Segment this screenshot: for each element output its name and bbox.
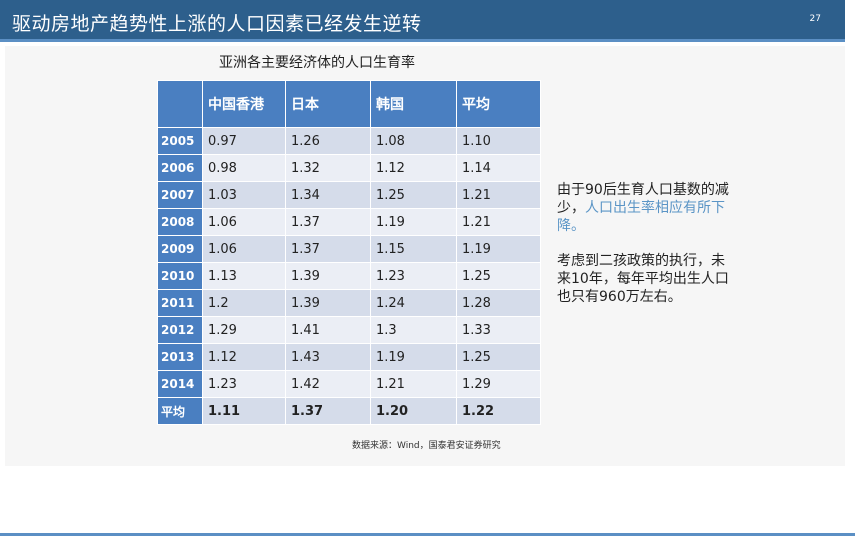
commentary-highlight: 人口出生率相应有所下降。 bbox=[557, 200, 725, 234]
year-cell: 2006 bbox=[157, 154, 203, 182]
value-cell: 1.37 bbox=[285, 208, 371, 236]
year-cell: 2014 bbox=[157, 370, 203, 398]
value-cell: 1.06 bbox=[202, 235, 286, 263]
year-cell: 2010 bbox=[157, 262, 203, 290]
column-header: 平均 bbox=[456, 80, 541, 128]
value-cell: 1.39 bbox=[285, 289, 371, 317]
year-cell: 2008 bbox=[157, 208, 203, 236]
header-corner-cell bbox=[157, 80, 203, 128]
table-row: 2009 1.06 1.37 1.15 1.19 bbox=[157, 235, 541, 263]
value-cell: 1.21 bbox=[370, 370, 457, 398]
value-cell: 1.21 bbox=[456, 181, 541, 209]
value-cell: 1.19 bbox=[370, 208, 457, 236]
value-cell: 1.33 bbox=[456, 316, 541, 344]
source-note: 数据来源：Wind，国泰君安证券研究 bbox=[352, 441, 501, 451]
year-cell: 2012 bbox=[157, 316, 203, 344]
average-label-cell: 平均 bbox=[157, 397, 203, 425]
value-cell: 1.25 bbox=[370, 181, 457, 209]
page-number: 27 bbox=[809, 14, 821, 24]
title-bar: 驱动房地产趋势性上涨的人口因素已经发生逆转 27 bbox=[0, 0, 845, 42]
value-cell: 1.12 bbox=[370, 154, 457, 182]
value-cell: 0.97 bbox=[202, 127, 286, 155]
column-header: 日本 bbox=[285, 80, 371, 128]
value-cell: 1.26 bbox=[285, 127, 371, 155]
year-cell: 2009 bbox=[157, 235, 203, 263]
value-cell: 1.41 bbox=[285, 316, 371, 344]
value-cell: 1.10 bbox=[456, 127, 541, 155]
footer-divider bbox=[0, 533, 855, 536]
value-cell: 1.39 bbox=[285, 262, 371, 290]
value-cell: 1.43 bbox=[285, 343, 371, 371]
value-cell: 1.23 bbox=[370, 262, 457, 290]
table-row: 2012 1.29 1.41 1.3 1.33 bbox=[157, 316, 541, 344]
table-title: 亚洲各主要经济体的人口生育率 bbox=[219, 55, 415, 71]
fertility-table: 中国香港 日本 韩国 平均 2005 0.97 1.26 1.08 1.10 2006 0.… bbox=[157, 80, 541, 425]
column-header: 韩国 bbox=[370, 80, 457, 128]
commentary-paragraph: 由于90后生育人口基数的减少，人口出生率相应有所下降。 bbox=[557, 181, 737, 235]
table-row: 2011 1.2 1.39 1.24 1.28 bbox=[157, 289, 541, 317]
value-cell: 1.13 bbox=[202, 262, 286, 290]
year-cell: 2005 bbox=[157, 127, 203, 155]
value-cell: 1.37 bbox=[285, 397, 371, 425]
value-cell: 1.25 bbox=[456, 343, 541, 371]
value-cell: 1.03 bbox=[202, 181, 286, 209]
value-cell: 1.19 bbox=[456, 235, 541, 263]
commentary-text: 由于90后生育人口基数的减少， bbox=[557, 182, 729, 216]
table-row: 2008 1.06 1.37 1.19 1.21 bbox=[157, 208, 541, 236]
value-cell: 1.12 bbox=[202, 343, 286, 371]
value-cell: 1.3 bbox=[370, 316, 457, 344]
value-cell: 1.28 bbox=[456, 289, 541, 317]
average-row: 平均 1.11 1.37 1.20 1.22 bbox=[157, 397, 541, 425]
year-cell: 2013 bbox=[157, 343, 203, 371]
value-cell: 1.21 bbox=[456, 208, 541, 236]
commentary-paragraph: 考虑到二孩政策的执行，未来10年，每年平均出生人口也只有960万左右。 bbox=[557, 253, 729, 305]
value-cell: 1.34 bbox=[285, 181, 371, 209]
value-cell: 1.25 bbox=[456, 262, 541, 290]
value-cell: 1.29 bbox=[202, 316, 286, 344]
value-cell: 1.08 bbox=[370, 127, 457, 155]
value-cell: 1.23 bbox=[202, 370, 286, 398]
value-cell: 1.11 bbox=[202, 397, 286, 425]
table-row: 2014 1.23 1.42 1.21 1.29 bbox=[157, 370, 541, 398]
commentary: 由于90后生育人口基数的减少，人口出生率相应有所下降。 考虑到二孩政策的执行，未… bbox=[557, 181, 737, 306]
value-cell: 0.98 bbox=[202, 154, 286, 182]
value-cell: 1.15 bbox=[370, 235, 457, 263]
table-row: 2006 0.98 1.32 1.12 1.14 bbox=[157, 154, 541, 182]
year-cell: 2007 bbox=[157, 181, 203, 209]
value-cell: 1.42 bbox=[285, 370, 371, 398]
value-cell: 1.14 bbox=[456, 154, 541, 182]
table-row: 2010 1.13 1.39 1.23 1.25 bbox=[157, 262, 541, 290]
value-cell: 1.29 bbox=[456, 370, 541, 398]
value-cell: 1.2 bbox=[202, 289, 286, 317]
value-cell: 1.22 bbox=[456, 397, 541, 425]
year-cell: 2011 bbox=[157, 289, 203, 317]
value-cell: 1.32 bbox=[285, 154, 371, 182]
column-header: 中国香港 bbox=[202, 80, 286, 128]
table-row: 2005 0.97 1.26 1.08 1.10 bbox=[157, 127, 541, 155]
slide-title: 驱动房地产趋势性上涨的人口因素已经发生逆转 bbox=[12, 13, 422, 35]
value-cell: 1.06 bbox=[202, 208, 286, 236]
table-row: 2007 1.03 1.34 1.25 1.21 bbox=[157, 181, 541, 209]
table-row: 2013 1.12 1.43 1.19 1.25 bbox=[157, 343, 541, 371]
value-cell: 1.37 bbox=[285, 235, 371, 263]
table-header-row: 中国香港 日本 韩国 平均 bbox=[157, 80, 541, 128]
value-cell: 1.19 bbox=[370, 343, 457, 371]
value-cell: 1.24 bbox=[370, 289, 457, 317]
value-cell: 1.20 bbox=[370, 397, 457, 425]
